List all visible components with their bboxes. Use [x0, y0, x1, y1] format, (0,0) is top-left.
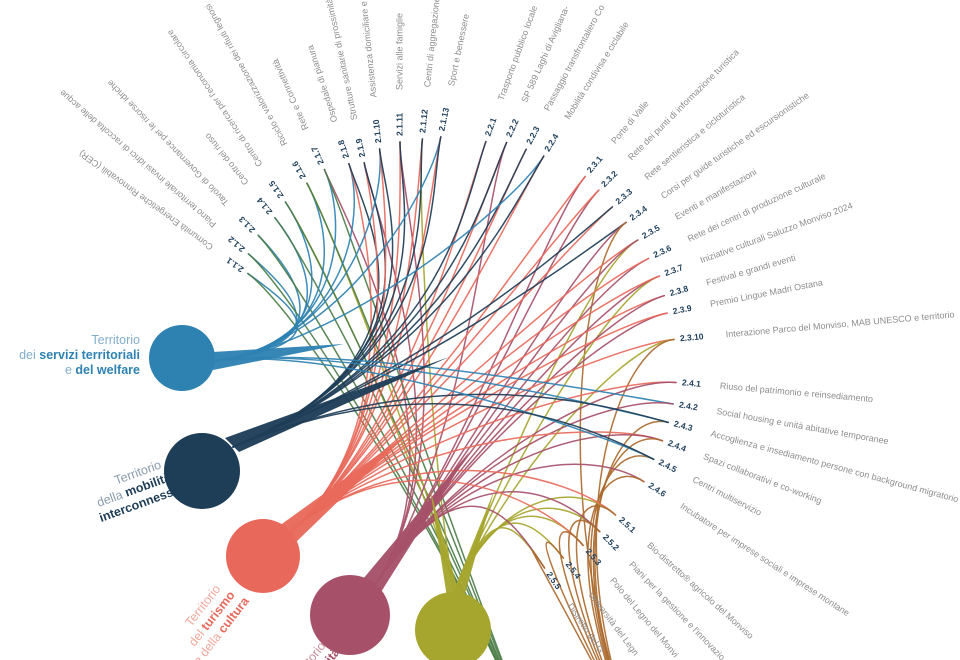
item-code-2.4.6: 2.4.6	[647, 480, 669, 499]
item-code-2.5.3: 2.5.3	[584, 546, 604, 567]
edge-comunita-2.2.2	[373, 141, 508, 587]
bundle-wedges	[213, 344, 494, 597]
bundle-trunk-olive	[451, 491, 494, 597]
item-code-2.1.6: 2.1.6	[290, 159, 308, 181]
item-code-2.4.1: 2.4.1	[682, 377, 702, 389]
edge-brown-2.5.1	[575, 505, 617, 660]
edge-brown-2.5.3	[558, 530, 598, 660]
item-label-2.1.13: Sport e benessere	[446, 13, 471, 87]
territory-circle-mobilita	[164, 433, 240, 509]
item-label-2.1.10: Assistenza domiciliare e tele	[357, 0, 379, 98]
edge-welfare-2.2.4	[213, 155, 545, 362]
item-label-2.3.6: Rete dei centri di produzione culturale	[686, 171, 827, 244]
item-code-2.2.2: 2.2.2	[504, 117, 521, 139]
bundle-trunk-turismo	[279, 431, 411, 543]
edge-green-2.1.1	[247, 272, 497, 660]
item-code-2.1.2: 2.1.2	[226, 234, 247, 254]
item-label-2.3.7: Iniziative culturali Saluzzo Monviso 202…	[699, 200, 854, 265]
bundle-trunk-comunita	[363, 451, 470, 592]
edge-mobilita-2.1.13	[232, 136, 442, 448]
edge-brown-2.4.5	[590, 455, 655, 660]
edge-turismo-2.1.13	[287, 136, 442, 535]
territory-label-line-welfare-1: dei servizi territoriali	[19, 348, 140, 362]
edge-green-2.1.4	[274, 216, 500, 660]
edge-mobilita-2.4.5	[232, 403, 655, 461]
territory-circle-turismo	[226, 519, 300, 593]
edge-welfare-2.1.3	[213, 234, 301, 362]
item-label-2.4.5: Centri multiservizio	[691, 474, 763, 517]
edge-mobilita-2.3.4	[232, 221, 627, 448]
bundle-trunk-olive	[430, 489, 460, 597]
item-code-2.3.10: 2.3.10	[679, 331, 704, 343]
edge-green-2.1.6	[306, 182, 502, 660]
item-label-2.4.1: Riuso del patrimonio e reinsediamento	[720, 381, 874, 404]
edge-brown-2.5.4	[545, 541, 595, 660]
item-code-2.1.12: 2.1.12	[417, 109, 429, 134]
territory-circle-olive	[415, 592, 491, 660]
item-code-2.5.2: 2.5.2	[601, 532, 622, 553]
edge-mobilita-2.4.3	[232, 393, 669, 448]
item-label-2.1.12: Centri di aggregazione g	[422, 0, 442, 88]
item-code-2.3.6: 2.3.6	[652, 243, 674, 260]
item-code-2.1.13: 2.1.13	[436, 106, 451, 131]
edge-brown-2.4.3	[594, 420, 669, 660]
item-code-2.4.2: 2.4.2	[678, 399, 699, 412]
territory-circles	[149, 325, 491, 660]
item-code-2.2.1: 2.2.1	[483, 116, 499, 137]
item-code-2.3.1: 2.3.1	[585, 154, 605, 175]
item-code-2.3.5: 2.3.5	[640, 222, 662, 240]
edge-brown-2.5.5	[531, 549, 593, 660]
item-label-2.1.8: Ospedale di pianura	[305, 44, 339, 124]
item-label-2.1.11: Servizi alle famiglie	[394, 13, 404, 90]
item-code-2.5.1: 2.5.1	[617, 515, 638, 535]
territory-circle-welfare	[149, 325, 215, 391]
item-code-2.1.10: 2.1.10	[371, 119, 383, 144]
edge-welfare-2.1.13	[213, 136, 442, 362]
item-code-2.1.8: 2.1.8	[336, 138, 351, 159]
territory-label-line-welfare-2: e del welfare	[65, 363, 140, 377]
edge-brown-2.3.10	[595, 338, 675, 660]
edge-green-2.1.3	[257, 234, 498, 660]
edge-brown-2.4.6	[587, 475, 645, 660]
item-code-2.3.9: 2.3.9	[672, 303, 693, 316]
edge-welfare-2.4.5	[213, 358, 655, 461]
bundle-trunk-mobilita	[225, 357, 449, 452]
item-code-2.3.8: 2.3.8	[668, 283, 689, 298]
item-code-2.3.3: 2.3.3	[613, 186, 634, 206]
edge-brown-2.5.2	[568, 519, 601, 660]
item-code-2.1.11: 2.1.11	[394, 113, 404, 136]
item-code-2.1.5: 2.1.5	[267, 179, 286, 200]
item-code-2.3.2: 2.3.2	[599, 168, 620, 189]
item-code-2.2.3: 2.2.3	[524, 124, 542, 146]
item-code-2.4.4: 2.4.4	[666, 438, 687, 454]
edge-green-2.1.5	[284, 201, 500, 660]
edge-comunita-2.1.11	[373, 141, 425, 587]
item-label-2.3.10: Interazione Parco del Monviso, MAB UNESC…	[725, 309, 955, 339]
item-code-2.1.1: 2.1.1	[224, 255, 245, 274]
item-code-2.1.7: 2.1.7	[309, 145, 326, 167]
territory-circle-comunita	[310, 575, 390, 655]
item-code-2.3.7: 2.3.7	[663, 262, 684, 278]
item-code-2.4.5: 2.4.5	[657, 457, 679, 475]
item-code-2.1.9: 2.1.9	[353, 137, 367, 158]
bundle-trunk-welfare	[213, 344, 344, 370]
item-code-2.3.4: 2.3.4	[628, 203, 649, 222]
item-label-2.5.3: Polo del Legno del Monvi	[608, 575, 681, 659]
item-code-2.2.4: 2.2.4	[542, 132, 561, 154]
item-code-2.4.3: 2.4.3	[673, 418, 694, 433]
item-code-2.1.4: 2.1.4	[254, 195, 274, 216]
edge-brown-2.4.4	[592, 438, 664, 660]
territory-label-line-welfare-0: Territorio	[91, 333, 140, 347]
item-code-2.1.3: 2.1.3	[237, 214, 258, 235]
